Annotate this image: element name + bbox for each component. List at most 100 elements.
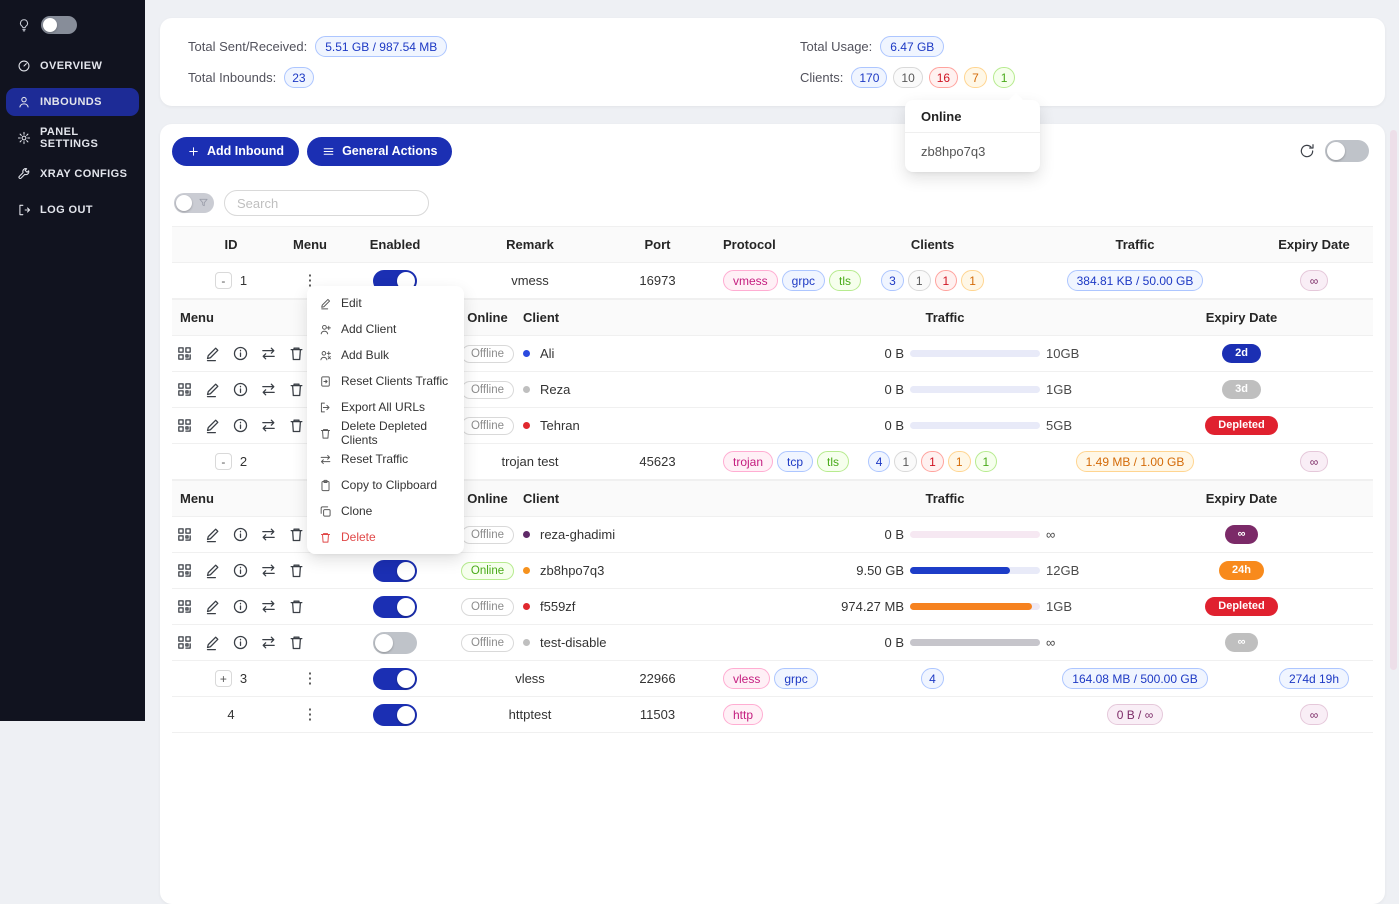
qr-code-icon[interactable] — [174, 633, 194, 653]
inbound-row-4: 4 ⋮ httptest 11503 http 0 B / ∞ ∞ — [172, 697, 1373, 733]
client-dot — [523, 567, 530, 574]
info-icon[interactable] — [230, 633, 250, 653]
clients-total-badge[interactable]: 170 — [851, 67, 888, 88]
client-enabled-toggle[interactable] — [373, 631, 417, 654]
sidebar-item-overview[interactable]: OVERVIEW — [6, 52, 139, 80]
delete-client-icon[interactable] — [286, 525, 306, 545]
filter-toggle[interactable] — [174, 193, 214, 213]
edit-client-icon[interactable] — [202, 344, 222, 364]
edit-client-icon[interactable] — [202, 561, 222, 581]
collapse-button[interactable]: - — [214, 272, 232, 289]
qr-code-icon[interactable] — [174, 561, 194, 581]
qr-code-icon[interactable] — [174, 344, 194, 364]
menu-item-delete-depleted-clients[interactable]: Delete Depleted Clients — [307, 419, 464, 447]
menu-item-edit[interactable]: Edit — [307, 290, 464, 316]
clients-default-badge[interactable]: 10 — [893, 67, 923, 88]
client-expiry-badge: Depleted — [1205, 597, 1278, 616]
reset-traffic-icon[interactable] — [258, 344, 278, 364]
collapse-button[interactable]: - — [214, 453, 232, 470]
row-menu-button[interactable]: ⋮ — [302, 272, 318, 289]
delete-client-icon[interactable] — [286, 344, 306, 364]
enabled-toggle[interactable] — [373, 667, 417, 690]
protocol-tag: tcp — [777, 451, 814, 472]
wrench-icon — [17, 167, 31, 181]
inbound-port: 16973 — [639, 273, 676, 288]
expand-button[interactable]: + — [214, 670, 232, 687]
qr-code-icon[interactable] — [174, 416, 194, 436]
sidebar-item-inbounds[interactable]: INBOUNDS — [6, 88, 139, 116]
client-expiry-badge: ∞ — [1224, 525, 1259, 544]
client-enabled-toggle[interactable] — [373, 595, 417, 618]
info-icon[interactable] — [230, 416, 250, 436]
delete-client-icon[interactable] — [286, 633, 306, 653]
refresh-icon[interactable] — [1299, 143, 1315, 159]
qr-code-icon[interactable] — [174, 380, 194, 400]
sidebar-item-panel-settings[interactable]: PANEL SETTINGS — [6, 124, 139, 152]
menu-item-reset-traffic[interactable]: Reset Traffic — [307, 446, 464, 472]
row-menu-button[interactable]: ⋮ — [302, 706, 318, 723]
edit-client-icon[interactable] — [202, 525, 222, 545]
reset-traffic-icon[interactable] — [258, 633, 278, 653]
sidebar-item-label: INBOUNDS — [40, 96, 102, 108]
auto-refresh-toggle[interactable] — [1325, 140, 1369, 162]
clients-depleted-badge[interactable]: 16 — [928, 67, 959, 88]
sidebar-nav: OVERVIEW INBOUNDS PANEL SETTINGS XRAY CO… — [0, 52, 145, 224]
client-expiry-badge: 24h — [1219, 561, 1264, 580]
general-actions-button[interactable]: General Actions — [307, 136, 453, 166]
trash-icon — [319, 427, 332, 440]
inbound-port: 45623 — [639, 454, 676, 469]
edit-client-icon[interactable] — [202, 597, 222, 617]
reset-traffic-icon[interactable] — [258, 380, 278, 400]
reset-traffic-icon[interactable] — [258, 561, 278, 581]
delete-client-icon[interactable] — [286, 561, 306, 581]
gauge-icon — [17, 59, 31, 73]
scrollbar[interactable] — [1390, 130, 1397, 670]
add-inbound-button[interactable]: Add Inbound — [172, 136, 300, 166]
clients-expiring-badge[interactable]: 7 — [964, 67, 987, 88]
inbound-port: 11503 — [639, 707, 676, 722]
menu-item-export-all-urls[interactable]: Export All URLs — [307, 394, 464, 420]
sidebar-item-xray-configs[interactable]: XRAY CONFIGS — [6, 160, 139, 188]
delete-client-icon[interactable] — [286, 416, 306, 436]
reset-traffic-icon[interactable] — [258, 525, 278, 545]
gear-icon — [17, 131, 31, 145]
col-header-port: Port — [644, 237, 671, 252]
info-icon[interactable] — [230, 344, 250, 364]
sidebar-item-log-out[interactable]: LOG OUT — [6, 196, 139, 224]
info-icon[interactable] — [230, 525, 250, 545]
info-icon[interactable] — [230, 597, 250, 617]
edit-client-icon[interactable] — [202, 380, 222, 400]
menu-item-clone[interactable]: Clone — [307, 498, 464, 524]
subcol-header-client: Client — [523, 491, 560, 506]
qr-code-icon[interactable] — [174, 597, 194, 617]
menu-item-add-client[interactable]: Add Client — [307, 316, 464, 342]
info-icon[interactable] — [230, 380, 250, 400]
menu-item-copy-to-clipboard[interactable]: Copy to Clipboard — [307, 472, 464, 498]
info-icon[interactable] — [230, 561, 250, 581]
theme-toggle[interactable] — [41, 16, 77, 34]
delete-client-icon[interactable] — [286, 597, 306, 617]
enabled-toggle[interactable] — [373, 703, 417, 726]
total-usage-value: 6.47 GB — [880, 36, 945, 57]
menu-item-reset-clients-traffic[interactable]: Reset Clients Traffic — [307, 368, 464, 394]
client-name: test-disable — [540, 635, 607, 650]
expiry-badge: ∞ — [1299, 270, 1329, 291]
delete-client-icon[interactable] — [286, 380, 306, 400]
client-enabled-toggle[interactable] — [373, 559, 417, 582]
reset-traffic-icon[interactable] — [258, 597, 278, 617]
sidebar-item-label: XRAY CONFIGS — [40, 168, 128, 180]
expiry-badge: 274d 19h — [1278, 668, 1350, 689]
row-menu-button[interactable]: ⋮ — [302, 670, 318, 687]
reset-traffic-icon[interactable] — [258, 416, 278, 436]
edit-client-icon[interactable] — [202, 416, 222, 436]
menu-item-add-bulk[interactable]: Add Bulk — [307, 342, 464, 368]
edit-client-icon[interactable] — [202, 633, 222, 653]
theme-row — [0, 0, 145, 44]
menu-item-delete[interactable]: Delete — [307, 524, 464, 550]
search-input[interactable] — [224, 190, 429, 216]
qr-code-icon[interactable] — [174, 525, 194, 545]
traffic-bar — [910, 386, 1040, 393]
protocol-tag: tls — [829, 270, 862, 291]
clients-online-badge[interactable]: 1 — [992, 67, 1016, 88]
inbound-id: 2 — [239, 454, 248, 469]
